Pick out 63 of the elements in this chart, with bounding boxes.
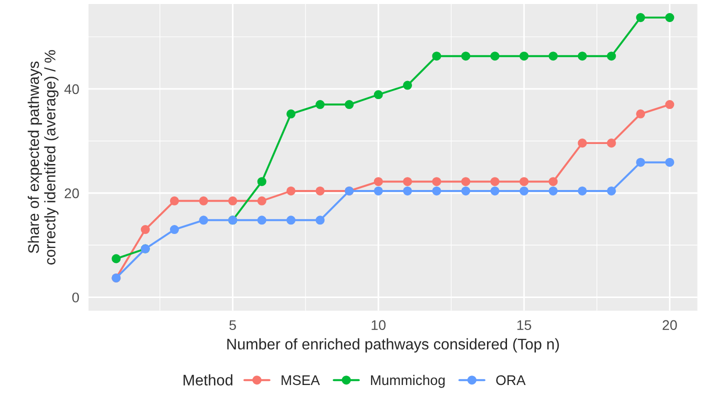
- point: [316, 216, 325, 225]
- point: [606, 186, 616, 196]
- point: [665, 158, 674, 167]
- point: [636, 158, 646, 167]
- point: [316, 186, 325, 196]
- point: [606, 52, 616, 61]
- point: [344, 100, 354, 110]
- point: [665, 13, 674, 22]
- point: [490, 177, 500, 186]
- legend-label: MSEA: [282, 375, 320, 386]
- point: [228, 196, 238, 206]
- point: [199, 216, 208, 225]
- point: [402, 186, 412, 196]
- point: [286, 186, 296, 196]
- y-tick-label: 40: [64, 84, 79, 94]
- point: [170, 225, 179, 234]
- point: [548, 52, 558, 61]
- point: [578, 52, 587, 61]
- point: [374, 90, 383, 100]
- point: [548, 177, 558, 186]
- x-tick-label: 5: [229, 320, 236, 330]
- point: [636, 109, 646, 118]
- y-tick-label: 20: [64, 188, 79, 198]
- point: [140, 225, 150, 234]
- point: [170, 196, 179, 206]
- point: [520, 177, 529, 186]
- point: [402, 177, 412, 186]
- point: [374, 177, 383, 186]
- point: [257, 177, 266, 186]
- x-tick-label: 15: [517, 320, 532, 330]
- y-tick-label: 0: [72, 292, 79, 302]
- legend-label: ORA: [496, 375, 526, 386]
- x-tick-label: 20: [662, 320, 677, 330]
- point: [316, 100, 325, 110]
- legend-title: Method: [184, 374, 232, 386]
- point: [257, 216, 266, 225]
- point: [257, 196, 266, 206]
- legend-label: Mummichog: [371, 374, 445, 388]
- point: [578, 186, 587, 196]
- point: [286, 216, 296, 225]
- point: [461, 186, 470, 196]
- x-tick-label: 10: [372, 320, 386, 330]
- point: [461, 52, 470, 61]
- point: [432, 52, 442, 61]
- point: [112, 254, 121, 264]
- y-axis-title: Share of expected pathways correctly identifed (average) / %: [28, 50, 58, 265]
- point: [432, 177, 442, 186]
- point: [286, 109, 296, 118]
- point: [665, 100, 674, 110]
- point: [374, 186, 383, 196]
- point: [490, 186, 500, 196]
- point: [520, 186, 529, 196]
- point: [432, 186, 442, 196]
- point: [402, 80, 412, 90]
- point: [461, 177, 470, 186]
- point: [606, 138, 616, 148]
- point: [578, 138, 587, 148]
- point: [636, 13, 646, 22]
- x-axis-title: Number of enriched pathways considered (Top n): [227, 338, 559, 353]
- point: [520, 52, 529, 61]
- point: [199, 196, 208, 206]
- point: [490, 52, 500, 61]
- point: [548, 186, 558, 196]
